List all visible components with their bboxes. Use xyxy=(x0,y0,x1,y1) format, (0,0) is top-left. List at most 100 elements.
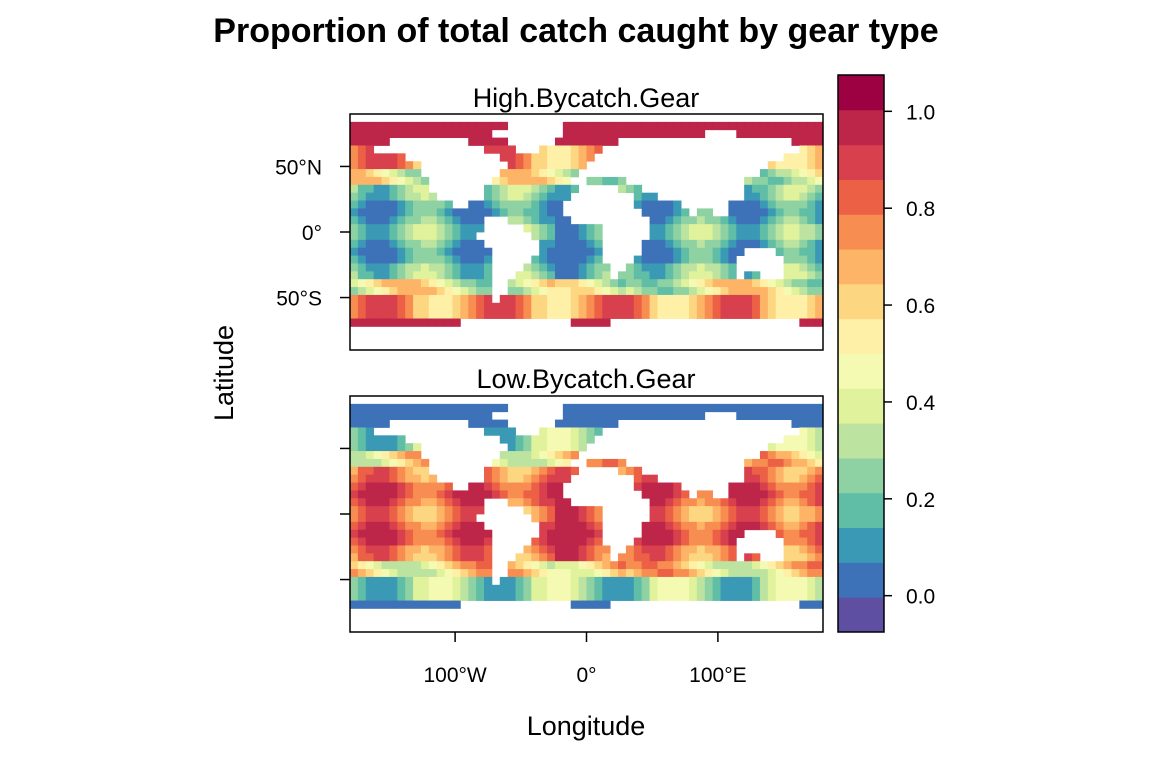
raster-cell xyxy=(752,122,760,130)
raster-cell xyxy=(476,224,484,232)
raster-cell xyxy=(642,201,650,209)
raster-cell xyxy=(366,311,374,319)
raster-cell xyxy=(705,263,713,271)
raster-cell xyxy=(602,279,610,287)
raster-cell xyxy=(736,208,744,216)
raster-cell xyxy=(484,412,492,420)
raster-cell xyxy=(413,569,421,577)
raster-cell xyxy=(760,585,768,593)
raster-cell xyxy=(697,530,705,538)
raster-cell xyxy=(587,177,595,185)
raster-cell xyxy=(358,427,366,435)
raster-cell xyxy=(665,224,673,232)
raster-cell xyxy=(539,530,547,538)
raster-cell xyxy=(452,577,460,585)
raster-cell xyxy=(492,311,500,319)
raster-cell xyxy=(484,138,492,146)
raster-cell xyxy=(374,498,382,506)
raster-cell xyxy=(421,467,429,475)
raster-cell xyxy=(579,303,587,311)
raster-cell xyxy=(768,514,776,522)
raster-cell xyxy=(366,271,374,279)
raster-cell xyxy=(555,443,563,451)
raster-cell xyxy=(382,483,390,491)
raster-cell xyxy=(815,412,823,420)
raster-cell xyxy=(713,224,721,232)
raster-cell xyxy=(413,240,421,248)
raster-cell xyxy=(807,561,815,569)
raster-cell xyxy=(760,279,768,287)
raster-cell xyxy=(476,279,484,287)
raster-cell xyxy=(397,467,405,475)
raster-cell xyxy=(366,467,374,475)
raster-cell xyxy=(452,601,460,609)
raster-cell xyxy=(689,311,697,319)
raster-cell xyxy=(413,201,421,209)
raster-cell xyxy=(484,585,492,593)
raster-cell xyxy=(445,287,453,295)
raster-cell xyxy=(350,193,358,201)
raster-cell xyxy=(752,593,760,601)
raster-cell xyxy=(374,311,382,319)
raster-cell xyxy=(665,130,673,138)
raster-cell xyxy=(799,161,807,169)
raster-cell xyxy=(484,122,492,130)
raster-cell xyxy=(776,248,784,256)
raster-cell xyxy=(350,553,358,561)
raster-cell xyxy=(689,271,697,279)
raster-cell xyxy=(397,193,405,201)
raster-cell xyxy=(429,561,437,569)
raster-cell xyxy=(681,498,689,506)
raster-cell xyxy=(547,303,555,311)
raster-cell xyxy=(358,514,366,522)
raster-cell xyxy=(784,506,792,514)
raster-cell xyxy=(579,287,587,295)
raster-cell xyxy=(736,506,744,514)
raster-cell xyxy=(531,185,539,193)
raster-cell xyxy=(760,506,768,514)
raster-cell xyxy=(397,263,405,271)
raster-cell xyxy=(610,130,618,138)
raster-cell xyxy=(697,122,705,130)
raster-cell xyxy=(382,201,390,209)
raster-cell xyxy=(476,561,484,569)
raster-cell xyxy=(374,248,382,256)
raster-cell xyxy=(405,538,413,546)
raster-cell xyxy=(445,514,453,522)
raster-cell xyxy=(791,490,799,498)
raster-cell xyxy=(618,279,626,287)
raster-cell xyxy=(815,161,823,169)
raster-cell xyxy=(437,498,445,506)
raster-cell xyxy=(389,295,397,303)
raster-cell xyxy=(413,303,421,311)
raster-cell xyxy=(776,475,784,483)
raster-cell xyxy=(760,412,768,420)
raster-cell xyxy=(579,569,587,577)
raster-cell xyxy=(728,569,736,577)
raster-cell xyxy=(594,577,602,585)
raster-cell xyxy=(799,435,807,443)
raster-cell xyxy=(508,201,516,209)
raster-cell xyxy=(366,303,374,311)
raster-cell xyxy=(650,240,658,248)
raster-cell xyxy=(413,404,421,412)
raster-cell xyxy=(547,185,555,193)
raster-cell xyxy=(366,545,374,553)
raster-cell xyxy=(500,311,508,319)
raster-cell xyxy=(555,467,563,475)
raster-cell xyxy=(539,522,547,530)
raster-cell xyxy=(516,177,524,185)
raster-cell xyxy=(736,561,744,569)
raster-cell xyxy=(547,193,555,201)
raster-cell xyxy=(657,208,665,216)
raster-cell xyxy=(452,224,460,232)
raster-cell xyxy=(610,311,618,319)
raster-cell xyxy=(610,287,618,295)
raster-cell xyxy=(460,545,468,553)
raster-cell xyxy=(468,420,476,428)
raster-cell xyxy=(437,585,445,593)
raster-cell xyxy=(744,122,752,130)
raster-cell xyxy=(634,271,642,279)
raster-cell xyxy=(547,475,555,483)
raster-cell xyxy=(768,161,776,169)
